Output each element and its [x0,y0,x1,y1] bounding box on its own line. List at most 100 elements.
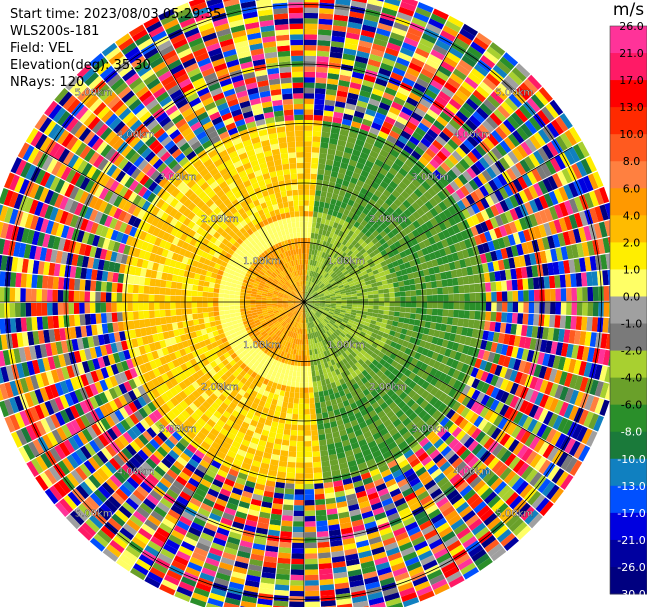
gate-cell [419,399,429,410]
gate-cell [448,333,456,342]
gate-cell [262,452,272,460]
gate-cell [565,457,578,474]
gate-cell [568,405,579,421]
gate-cell [312,216,318,223]
gate-cell [319,573,334,581]
gate-cell [412,211,421,220]
gate-cell [331,30,346,38]
gate-cell [539,394,549,408]
gate-cell [210,460,222,469]
gate-cell [444,158,455,169]
gate-cell [289,320,294,326]
gate-cell [288,445,297,452]
gate-cell [367,326,374,333]
gate-cell [526,241,535,254]
gate-cell [315,331,320,337]
gate-cell [436,315,443,324]
gate-cell [387,231,395,239]
gate-cell [332,210,339,217]
gate-cell [342,270,349,276]
gate-cell [603,286,610,301]
gate-cell [343,376,350,383]
gate-cell [317,336,322,342]
gate-cell [559,386,569,401]
gate-cell [429,79,444,91]
gate-cell [466,387,476,398]
gate-cell [495,249,503,261]
gate-cell [333,111,344,119]
gate-cell [307,264,310,271]
gate-cell [347,347,354,354]
gate-cell [476,32,492,46]
gate-cell [252,493,263,502]
gate-cell [304,253,307,260]
gate-cell [441,561,457,574]
gate-cell [401,404,411,414]
gate-cell [457,393,467,404]
gate-cell [350,225,358,233]
gate-cell [245,519,258,528]
gate-cell [439,346,447,356]
gate-cell [391,492,404,503]
gate-cell [342,319,349,324]
gate-cell [433,438,445,449]
gate-cell [404,492,417,503]
gate-cell [277,422,285,429]
gate-cell [380,322,387,329]
gate-cell [333,485,345,493]
gate-cell [339,516,351,525]
gate-cell [374,241,382,249]
gate-cell [486,46,502,60]
gate-cell [462,384,471,396]
gate-cell [482,470,496,484]
gate-cell [361,234,369,242]
gate-cell [426,128,439,140]
gate-cell [335,0,351,6]
gate-cell [272,393,280,401]
gate-cell [315,286,320,292]
gate-cell [446,77,461,90]
gate-cell [309,338,313,345]
gate-cell [546,484,560,500]
gate-cell [351,475,362,483]
gate-cell [426,533,441,545]
gate-cell [343,483,354,491]
gate-cell [357,352,364,359]
gate-cell [393,265,401,272]
gate-cell [289,391,295,398]
gate-cell [446,540,462,552]
gate-cell [327,518,340,526]
gate-cell [330,300,337,302]
gate-cell [337,457,347,465]
gate-cell [286,467,296,474]
gate-cell [533,302,540,314]
gate-cell [311,290,316,295]
gate-cell [305,291,307,297]
gate-cell [262,495,274,503]
gate-cell [542,353,551,367]
gate-cell [261,371,268,379]
gate-cell [304,366,308,372]
gate-cell [316,289,322,294]
gate-cell [363,142,374,151]
gate-cell [371,214,379,223]
gate-cell [343,317,349,322]
gate-cell [525,450,538,465]
gate-cell [591,317,599,332]
gate-cell [345,216,352,223]
gate-cell [280,333,286,340]
gate-cell [485,219,494,231]
gate-cell [327,148,336,156]
gate-cell [416,295,422,302]
gate-cell [314,313,320,318]
gate-cell [418,354,427,363]
gate-cell [296,311,300,317]
gate-cell [346,563,361,572]
gate-cell [549,314,556,328]
gate-cell [310,173,317,180]
gate-cell [399,47,415,58]
gate-cell [485,166,497,179]
gate-cell [341,321,347,326]
gate-cell [275,336,281,343]
gate-cell [309,327,313,334]
